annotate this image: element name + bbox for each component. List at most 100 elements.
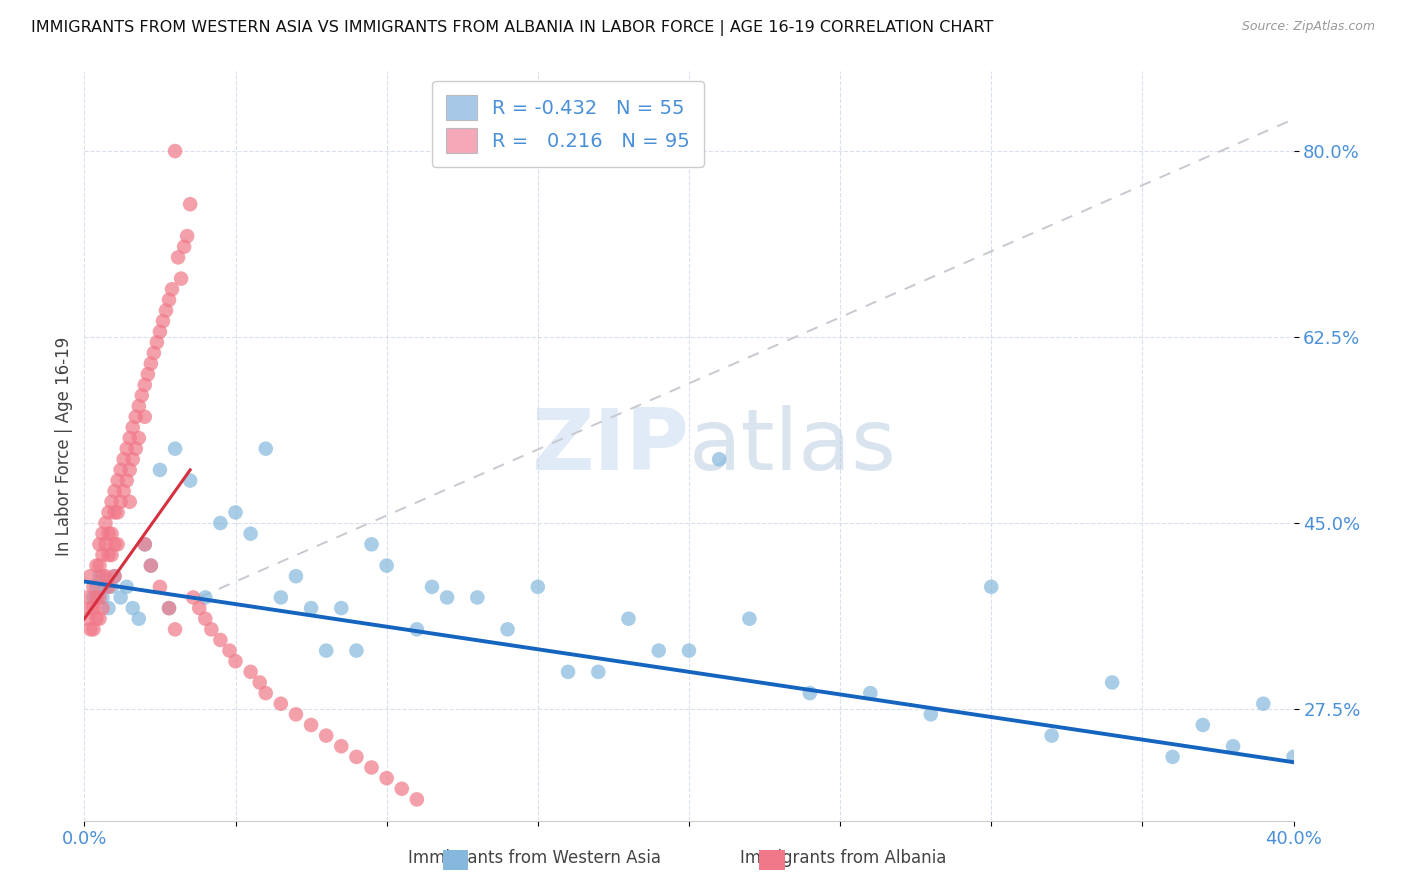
Point — [97, 601, 120, 615]
Point — [588, 665, 610, 679]
Point — [115, 442, 138, 456]
Point — [134, 537, 156, 551]
Point — [299, 718, 322, 732]
Point — [82, 623, 104, 637]
Point — [142, 346, 165, 360]
Point — [270, 591, 292, 605]
Point — [1192, 718, 1215, 732]
Point — [557, 665, 579, 679]
Point — [107, 537, 129, 551]
Point — [346, 750, 368, 764]
Point — [89, 612, 111, 626]
Point — [121, 601, 143, 615]
Point — [165, 442, 187, 456]
Point — [160, 282, 183, 296]
Point — [128, 399, 150, 413]
Point — [209, 516, 232, 530]
Point — [315, 643, 337, 657]
Point — [406, 792, 429, 806]
Text: Immigrants from Albania: Immigrants from Albania — [741, 849, 946, 867]
Point — [82, 591, 104, 605]
Point — [527, 580, 550, 594]
Point — [94, 580, 117, 594]
Point — [157, 601, 180, 615]
Point — [299, 601, 322, 615]
Point — [115, 474, 138, 488]
Point — [125, 409, 148, 424]
Point — [391, 781, 413, 796]
Point — [1161, 750, 1184, 764]
Point — [128, 612, 150, 626]
Point — [254, 686, 277, 700]
Point — [82, 601, 104, 615]
Point — [97, 580, 120, 594]
Point — [97, 505, 120, 519]
Point — [91, 569, 114, 583]
Point — [91, 591, 114, 605]
Text: IMMIGRANTS FROM WESTERN ASIA VS IMMIGRANTS FROM ALBANIA IN LABOR FORCE | AGE 16-: IMMIGRANTS FROM WESTERN ASIA VS IMMIGRAN… — [31, 20, 993, 36]
Point — [225, 505, 247, 519]
Point — [115, 580, 138, 594]
Point — [100, 526, 122, 541]
Point — [920, 707, 942, 722]
Point — [496, 623, 519, 637]
Point — [360, 537, 382, 551]
Point — [110, 495, 132, 509]
Point — [225, 654, 247, 668]
Text: Source: ZipAtlas.com: Source: ZipAtlas.com — [1241, 20, 1375, 33]
Point — [738, 612, 761, 626]
Point — [239, 665, 262, 679]
Point — [149, 580, 172, 594]
Point — [218, 643, 240, 657]
Point — [104, 505, 127, 519]
Point — [799, 686, 821, 700]
Point — [170, 271, 193, 285]
Point — [91, 548, 114, 562]
Point — [104, 484, 127, 499]
Point — [107, 474, 129, 488]
Point — [79, 601, 101, 615]
Point — [249, 675, 271, 690]
Point — [209, 632, 232, 647]
Point — [110, 463, 132, 477]
Point — [179, 197, 201, 211]
Point — [146, 335, 169, 350]
Text: ZIP: ZIP — [531, 404, 689, 488]
Point — [94, 569, 117, 583]
Point — [110, 591, 132, 605]
Point — [1222, 739, 1244, 754]
Point — [104, 569, 127, 583]
Point — [1040, 729, 1063, 743]
Point — [104, 569, 127, 583]
Point — [188, 601, 211, 615]
Point — [420, 580, 443, 594]
Point — [79, 623, 101, 637]
Point — [128, 431, 150, 445]
Point — [179, 474, 201, 488]
Point — [330, 601, 353, 615]
Point — [76, 591, 98, 605]
Point — [1101, 675, 1123, 690]
Point — [167, 251, 190, 265]
Point — [152, 314, 174, 328]
Point — [173, 240, 195, 254]
Point — [270, 697, 292, 711]
Point — [79, 569, 101, 583]
Point — [285, 707, 308, 722]
Point — [709, 452, 731, 467]
Point — [1282, 750, 1305, 764]
Point — [617, 612, 640, 626]
Point — [100, 548, 122, 562]
Point — [86, 558, 108, 573]
Point — [76, 612, 98, 626]
Point — [112, 452, 135, 467]
Point — [134, 537, 156, 551]
Point — [181, 591, 204, 605]
Point — [91, 526, 114, 541]
Point — [157, 601, 180, 615]
Point — [121, 452, 143, 467]
Point — [346, 643, 368, 657]
Point — [104, 537, 127, 551]
Point — [149, 463, 172, 477]
Point — [86, 612, 108, 626]
